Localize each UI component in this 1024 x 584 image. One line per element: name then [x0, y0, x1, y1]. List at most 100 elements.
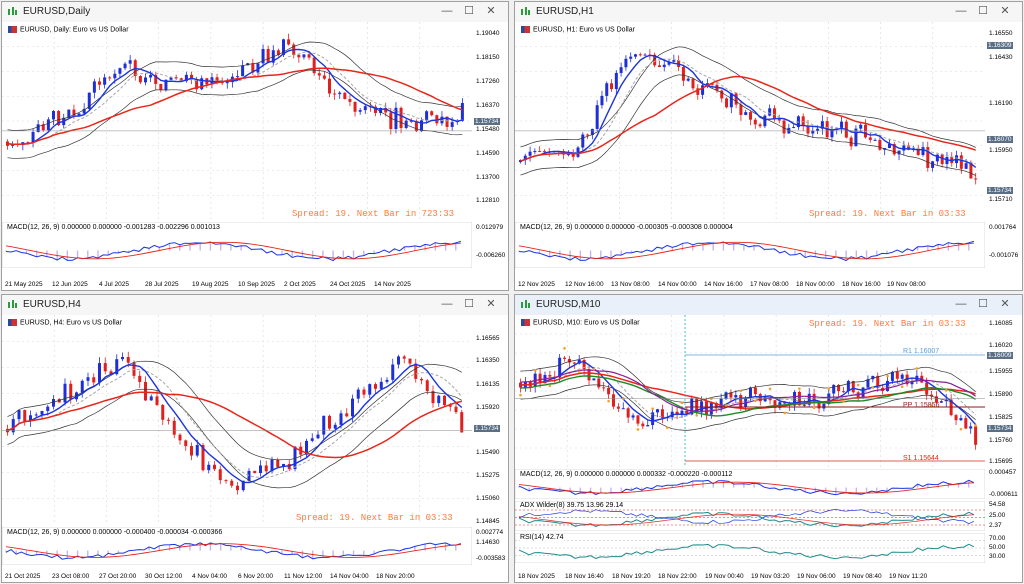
candle-body [801, 116, 805, 126]
time-label: 19 Nov 00:40 [705, 573, 744, 580]
candle-body [86, 377, 90, 381]
candle-body [179, 78, 183, 82]
candle-body [195, 79, 199, 90]
macd-level: 0.002774 [476, 529, 504, 536]
ema-blue-line [7, 363, 463, 484]
pivot-s1-label: S1 1.15644 [903, 455, 939, 462]
parabolic-sar-dot [930, 404, 933, 407]
chart-area[interactable]: EURUSD, M10: Euro vs US Dollar Spread: 1… [515, 315, 1022, 582]
chart-window-h4[interactable]: EURUSD,H4 — ☐ ✕ EURUSD, H4: Euro vs US Dol… [1, 294, 509, 583]
candle-body [749, 112, 752, 120]
price-tick: 1.15060 [476, 495, 500, 502]
price-tick: 1.14630 [476, 539, 500, 546]
chart-icon [8, 7, 17, 15]
chart-icon [8, 300, 17, 308]
rsi-label: RSI(14) 42.74 [520, 534, 564, 541]
candle-body [63, 383, 67, 403]
candle-body [974, 426, 978, 445]
minimize-icon[interactable]: — [441, 5, 453, 17]
chart-area[interactable]: EURUSD, H4: Euro vs US Dollar Spread: 19… [2, 315, 508, 582]
candle-body [397, 356, 400, 365]
minimize-icon[interactable]: — [441, 298, 453, 310]
bollinger-lower [7, 69, 463, 159]
candle-body [138, 375, 142, 382]
macd-label: MACD(12, 26, 9) 0.000000 0.000000 0.0003… [520, 471, 733, 478]
maximize-icon[interactable]: ☐ [978, 5, 988, 17]
candle-body [425, 111, 429, 121]
time-label: 24 Oct 2025 [330, 281, 366, 288]
chart-window-m10[interactable]: EURUSD,M10 — ☐ ✕ EURUSD, M10: Euro vs US D… [514, 294, 1023, 583]
symbol-label: EURUSD, M10: Euro vs US Dollar [521, 319, 640, 326]
candle-body [624, 58, 628, 68]
candle-body [98, 81, 101, 85]
candle-body [200, 78, 204, 90]
candle-body [368, 384, 372, 395]
window-title: EURUSD,H4 [23, 299, 81, 310]
candle-body [595, 105, 599, 129]
parabolic-sar-dot [974, 424, 977, 427]
candle-body [897, 150, 901, 155]
candle-body [641, 423, 645, 427]
candle-body [861, 387, 865, 398]
candle-body [201, 444, 205, 471]
time-label: 18 Nov 16:00 [842, 281, 881, 288]
candle-body [634, 54, 637, 57]
price-plot[interactable] [2, 315, 472, 525]
candle-body [806, 125, 810, 134]
ema-blue-line [7, 48, 463, 145]
minimize-icon[interactable]: — [955, 298, 967, 310]
window-title: EURUSD,Daily [23, 6, 91, 17]
parabolic-sar-dot [915, 367, 919, 370]
chart-area[interactable]: EURUSD, Daily: Euro vs US Dollar Spread:… [2, 22, 508, 290]
rsi-subwindow[interactable] [515, 533, 985, 563]
candle-body [720, 90, 724, 99]
chart-window-h1[interactable]: EURUSD,H1 — ☐ ✕ EURUSD, H1: Euro vs US Dol… [514, 1, 1023, 291]
window-titlebar[interactable]: EURUSD,M10 — ☐ ✕ [515, 295, 1022, 316]
chart-area[interactable]: EURUSD, H1: Euro vs US Dollar Spread: 19… [515, 22, 1022, 290]
price-plot[interactable] [2, 22, 472, 220]
candle-body [910, 380, 914, 385]
candle-body [312, 57, 316, 74]
price-plot[interactable] [515, 22, 985, 220]
candle-body [343, 92, 347, 100]
candle-body [287, 463, 291, 470]
window-titlebar[interactable]: EURUSD,Daily — ☐ ✕ [2, 2, 508, 23]
rsi-line [518, 543, 975, 560]
candle-body [123, 63, 127, 69]
candle-body [772, 108, 776, 120]
time-label: 18 Nov 19:20 [612, 573, 651, 580]
candle-body [974, 178, 978, 180]
parabolic-sar-dot [842, 399, 845, 403]
candle-body [454, 406, 458, 413]
close-icon[interactable]: ✕ [486, 298, 496, 310]
close-icon[interactable]: ✕ [1000, 298, 1010, 310]
window-titlebar[interactable]: EURUSD,H4 — ☐ ✕ [2, 295, 508, 316]
candle-body [892, 143, 896, 155]
candle-body [878, 139, 882, 150]
candle-body [67, 109, 71, 118]
close-icon[interactable]: ✕ [486, 5, 496, 17]
candle-body [576, 147, 580, 157]
candle-body [316, 434, 320, 439]
candle-body [792, 127, 796, 129]
candle-body [414, 363, 418, 379]
candle-body [660, 409, 664, 419]
maximize-icon[interactable]: ☐ [464, 5, 474, 17]
candle-body [548, 374, 552, 377]
candle-body [448, 405, 452, 407]
minimize-icon[interactable]: — [955, 5, 967, 17]
candle-body [695, 398, 699, 413]
candle-body [964, 418, 968, 429]
price-tick: 1.18150 [476, 54, 500, 61]
price-tick: 1.15710 [989, 196, 1013, 203]
chart-window-daily[interactable]: EURUSD,Daily — ☐ ✕ EURUSD, Daily: Euro vs … [1, 1, 509, 291]
maximize-icon[interactable]: ☐ [978, 298, 988, 310]
maximize-icon[interactable]: ☐ [464, 298, 474, 310]
candle-body [934, 396, 938, 403]
candle-body [374, 106, 377, 113]
sma-gray-line [7, 51, 463, 145]
window-titlebar[interactable]: EURUSD,H1 — ☐ ✕ [515, 2, 1022, 23]
candle-body [34, 414, 38, 416]
price-plot[interactable] [515, 315, 985, 467]
close-icon[interactable]: ✕ [1000, 5, 1010, 17]
